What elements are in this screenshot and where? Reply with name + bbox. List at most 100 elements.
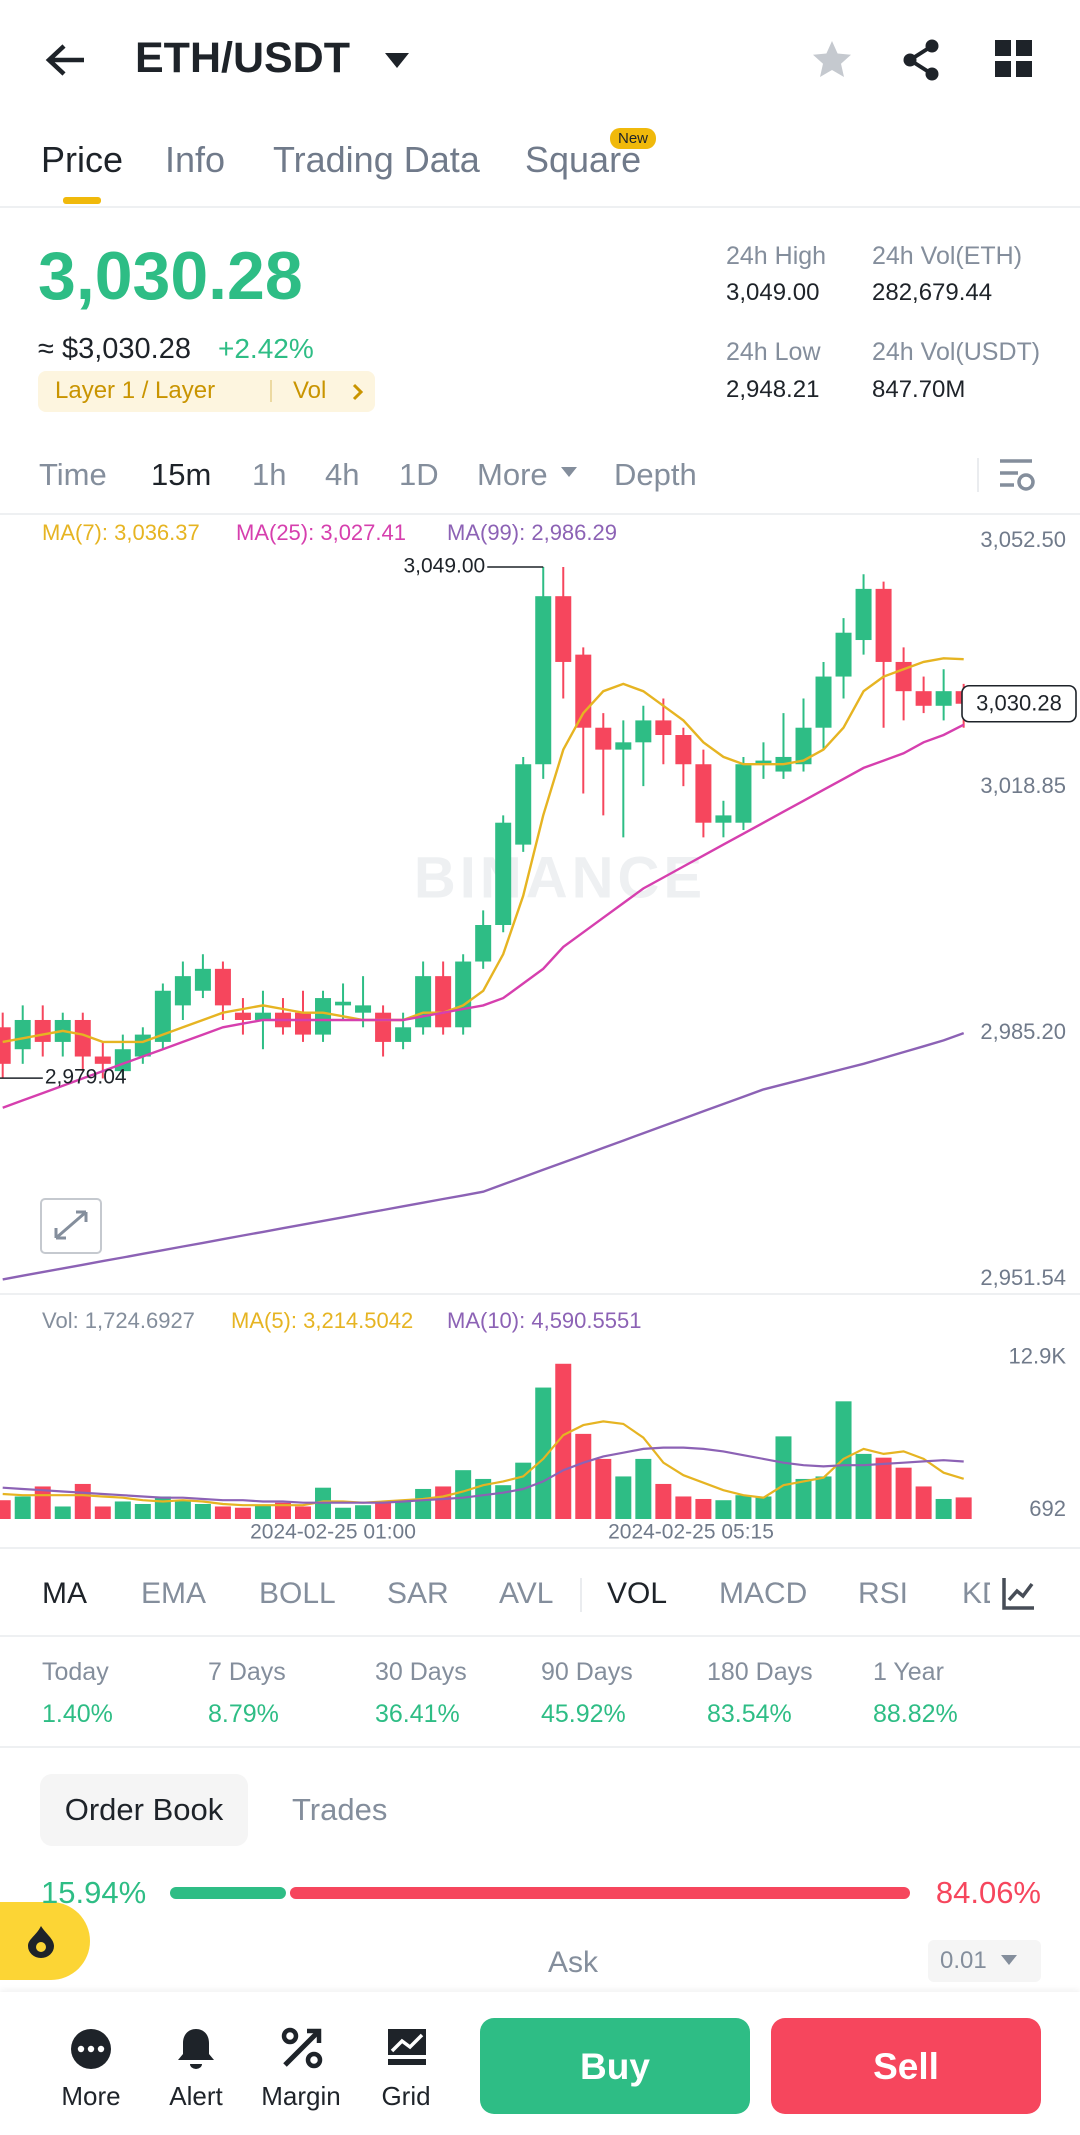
tag-label[interactable]: Layer 1 / Layer [55,377,216,404]
indicator-tab[interactable]: BOLL [259,1577,336,1610]
step-select[interactable] [928,1940,1041,1982]
interval[interactable]: 4h [325,457,360,493]
volume-bar [735,1495,752,1519]
candle-body [835,632,852,677]
volume-bar [355,1505,372,1519]
interval[interactable]: More [477,457,548,493]
grid-icon[interactable] [386,2027,428,2069]
candle-body [595,727,612,750]
nav-label[interactable]: More [61,2081,121,2112]
candle-body [435,976,452,1028]
tag-chevron [352,383,364,401]
nav-label[interactable]: Alert [169,2081,223,2112]
divider [0,206,1080,208]
pair-title[interactable]: ETH/USDT [135,34,350,82]
candle-body [174,976,191,1006]
interval[interactable]: 15m [151,457,212,493]
indicator-tab[interactable]: SAR [387,1577,449,1610]
ask-ratio-label: 84.06% [935,1875,1041,1911]
trades-tab[interactable]: Trades [292,1792,388,1828]
tab[interactable]: Trading Data [273,139,480,181]
performance-label: 30 Days [375,1658,467,1686]
candle-body [0,1027,11,1064]
stat-label: 24h Vol(ETH) [872,242,1023,270]
tag-link[interactable]: Vol [293,377,327,404]
ma-legend: MA(25): 3,027.41 [236,519,406,545]
ma-line [2,1031,965,1281]
volume-bar [455,1470,472,1519]
candle-body [855,588,872,641]
volume-bar [875,1457,892,1519]
stat-value: 282,679.44 [872,278,993,306]
candle-body [335,1001,352,1006]
tag-chip[interactable] [38,371,375,412]
performance-value: 88.82% [873,1700,958,1728]
margin-icon[interactable] [281,2027,323,2069]
fullscreen-button[interactable] [40,1198,102,1254]
candle-body [395,1027,412,1042]
candle-body [214,968,231,1006]
volume-bar [295,1506,311,1519]
share-button[interactable] [900,38,944,82]
stat-value: 2,948.21 [726,375,820,403]
divider [0,1746,1080,1748]
order-book-tab[interactable]: Order Book [64,1792,224,1828]
volume-bar [495,1485,512,1519]
candle-body [655,720,672,736]
sell-button[interactable] [771,2018,1041,2114]
alert-icon[interactable] [176,2026,216,2070]
performance-value: 45.92% [541,1700,626,1728]
x-tick-label: 2024-02-25 01:00 [250,1521,416,1544]
indicator-settings[interactable] [1002,1578,1034,1610]
pair-dropdown[interactable] [384,52,410,70]
tab-underline [63,197,101,204]
x-tick-label: 2024-02-25 05:15 [608,1521,774,1544]
volume-bar [915,1486,932,1519]
interval[interactable]: 1h [252,457,287,493]
step-value[interactable]: 0.01 [940,1946,987,1974]
stat-value: 847.70M [872,375,966,403]
interval[interactable]: Depth [614,457,697,493]
last-price-box [961,684,1077,723]
candle-body [535,596,552,765]
indicator-tab[interactable]: EMA [141,1577,207,1610]
candle-body [635,720,652,743]
tab[interactable]: Square [525,139,642,181]
tab[interactable]: Info [165,139,226,181]
nav-label[interactable]: Margin [261,2081,341,2112]
candle-body [915,691,932,706]
back-button[interactable] [44,42,86,78]
separator [977,458,979,492]
nav-label[interactable]: Grid [381,2081,431,2112]
indicator-tab[interactable]: MACD [719,1577,808,1610]
candle-body [355,1005,372,1013]
volume-ma-legend: MA(5): 3,214.5042 [231,1307,414,1333]
order-book-chip[interactable] [40,1774,248,1846]
more-dropdown [561,467,577,477]
candle-body [34,1019,51,1042]
indicator-tab[interactable]: AVL [499,1577,554,1610]
candle-body [194,968,211,991]
volume-bar [134,1503,151,1519]
stat-label: 24h Low [726,338,821,366]
indicator-tab[interactable]: VOL [607,1577,668,1610]
interval[interactable]: 1D [399,457,439,493]
buy-button[interactable] [480,2018,750,2114]
ma-legend: MA(7): 3,036.37 [42,519,200,545]
candle-body [74,1019,91,1057]
favorite-button[interactable] [810,38,854,82]
candle-body [94,1056,111,1064]
layout-button[interactable] [995,40,1033,78]
usd-price: ≈ $3,030.28 [38,333,191,365]
sell-label[interactable]: Sell [873,2045,939,2087]
chart-settings[interactable] [998,457,1036,493]
indicator-tab[interactable]: RSI [858,1577,909,1610]
buy-label[interactable]: Buy [580,2045,650,2087]
candle-body [735,764,752,823]
candle-body [715,815,732,823]
interval[interactable]: Time [39,457,107,493]
more-icon[interactable] [69,2027,113,2071]
tab[interactable]: Price [41,139,124,181]
indicator-tab[interactable]: MA [42,1577,87,1610]
